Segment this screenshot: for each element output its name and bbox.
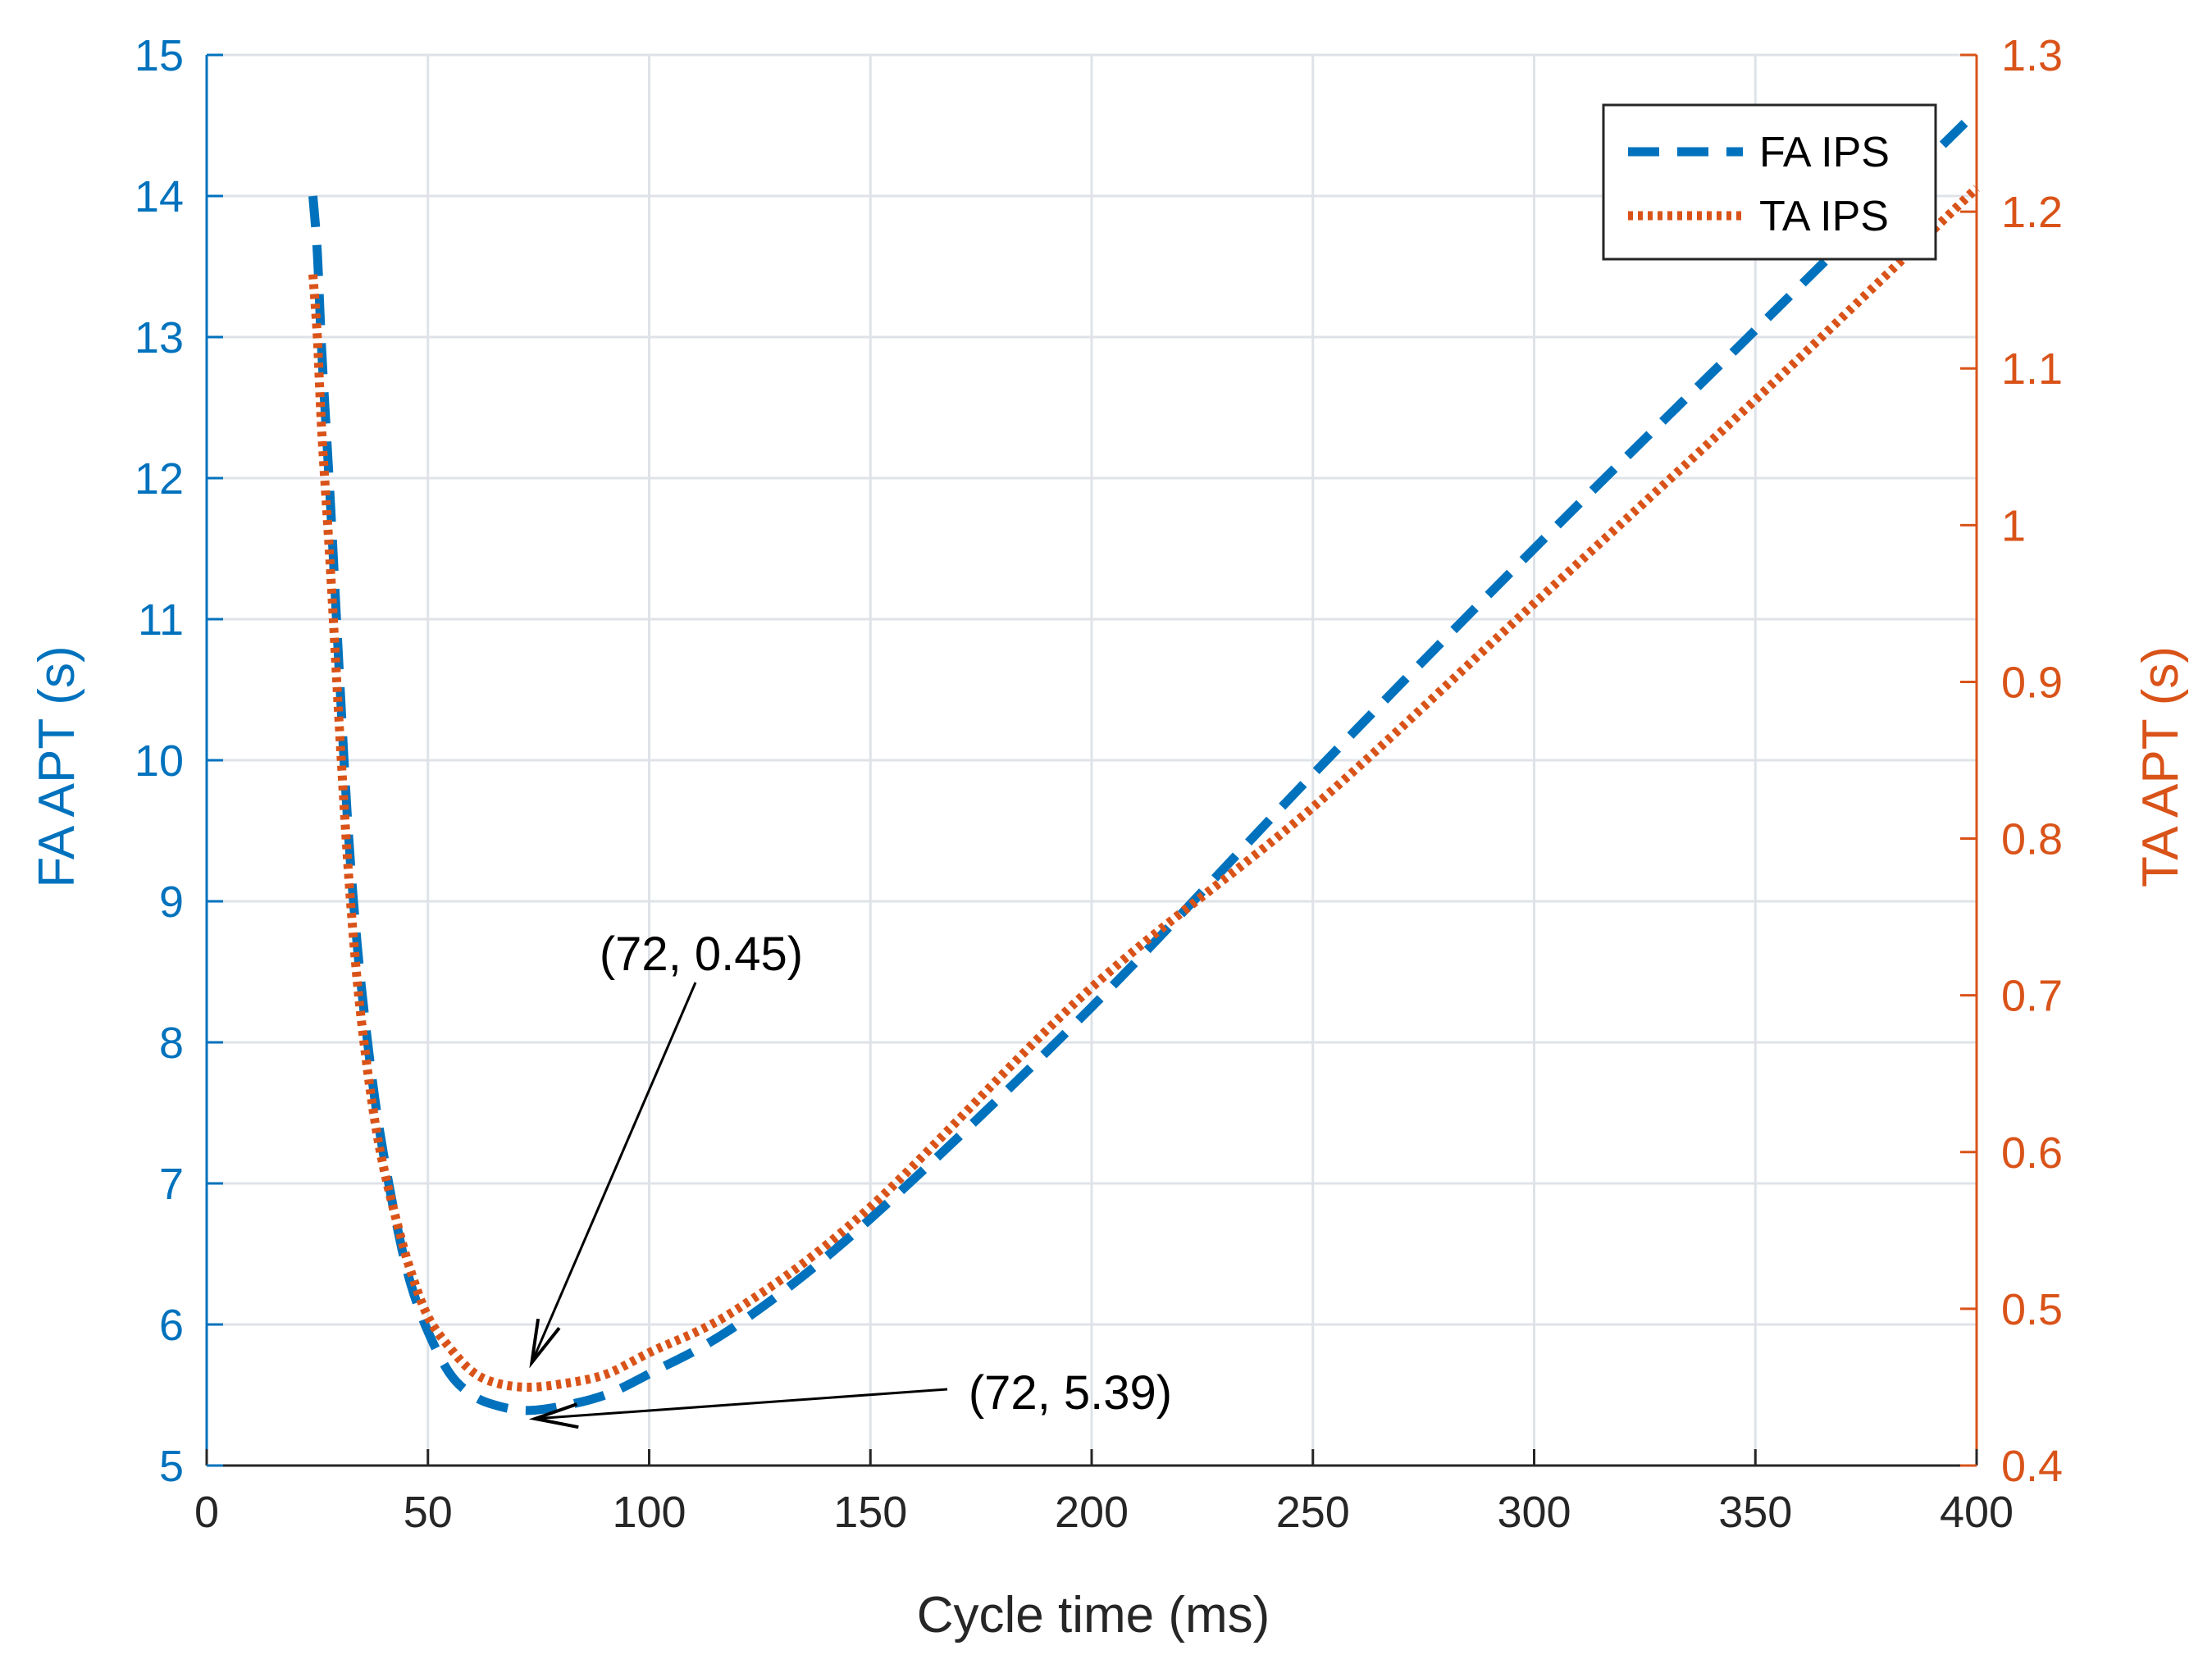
annotation-arrow-ta-min-shaft [531,982,697,1364]
series-line-fa-ips [308,107,1980,1416]
series-lines [308,107,1980,1416]
y-left-tick-label: 10 [135,736,184,786]
x-tick-label: 350 [1718,1488,1792,1537]
x-tick-label: 100 [612,1488,686,1537]
y-right-tick-label: 1.1 [2001,344,2063,394]
annotation-arrow-ta-min-head [529,1318,561,1369]
y-right-tick-label: 0.8 [2001,815,2063,864]
y-right-tick-label: 0.4 [2001,1442,2063,1491]
legend: FA IPS TA IPS [1602,103,1937,261]
y-right-tick-label: 1.3 [2001,31,2063,80]
y-left-tick-label: 7 [159,1160,184,1209]
axes [205,53,1978,1467]
y-left-tick-label: 9 [159,878,184,927]
y-left-tick-label: 12 [135,454,184,504]
legend-label-fa: FA IPS [1759,129,1890,176]
tick-labels: 0 50 100 150 200 250 300 350 400 5 6 7 8 9 10 11 12 13 14 1… [135,31,2063,1537]
annotation-arrow-fa-min-head [528,1402,579,1429]
x-tick-label: 150 [833,1488,907,1537]
y-left-tick-label: 11 [138,595,184,645]
y-left-tick-label: 14 [135,172,184,221]
y-left-tick-label: 13 [135,313,184,362]
y-left-tick-label: 5 [159,1442,184,1491]
y-right-tick-label: 0.9 [2001,658,2063,707]
annotation-label-ta-min: (72, 0.45) [600,928,803,981]
y-left-tick-label: 8 [159,1019,184,1068]
y-left-tick-label: 6 [159,1301,184,1350]
x-tick-label: 200 [1055,1488,1129,1537]
y-left-axis-title: FA APT (s) [29,645,85,887]
y-right-axis-title: TA APT (s) [2132,646,2189,887]
y-right-tick-label: 1.2 [2001,188,2063,237]
series-line-ta-ips [308,185,1980,1392]
y-right-tick-label: 0.7 [2001,972,2063,1021]
y-right-tick-label: 0.6 [2001,1128,2063,1178]
x-tick-label: 250 [1276,1488,1350,1537]
annotation-label-fa-min: (72, 5.39) [969,1366,1172,1420]
y-right-tick-label: 0.5 [2001,1285,2063,1334]
annotations: (72, 0.45) (72, 5.39) [528,928,1172,1429]
x-tick-label: 300 [1497,1488,1571,1537]
x-tick-label: 0 [194,1488,219,1537]
x-tick-label: 400 [1940,1488,2014,1537]
y-left-tick-label: 15 [135,31,184,80]
x-tick-label: 50 [404,1488,453,1537]
y-right-tick-label: 1 [2001,501,2026,550]
legend-box [1602,103,1937,261]
annotation-arrow-fa-min-shaft [535,1388,948,1420]
x-axis-title: Cycle time (ms) [917,1587,1270,1643]
legend-label-ta: TA IPS [1759,193,1889,240]
